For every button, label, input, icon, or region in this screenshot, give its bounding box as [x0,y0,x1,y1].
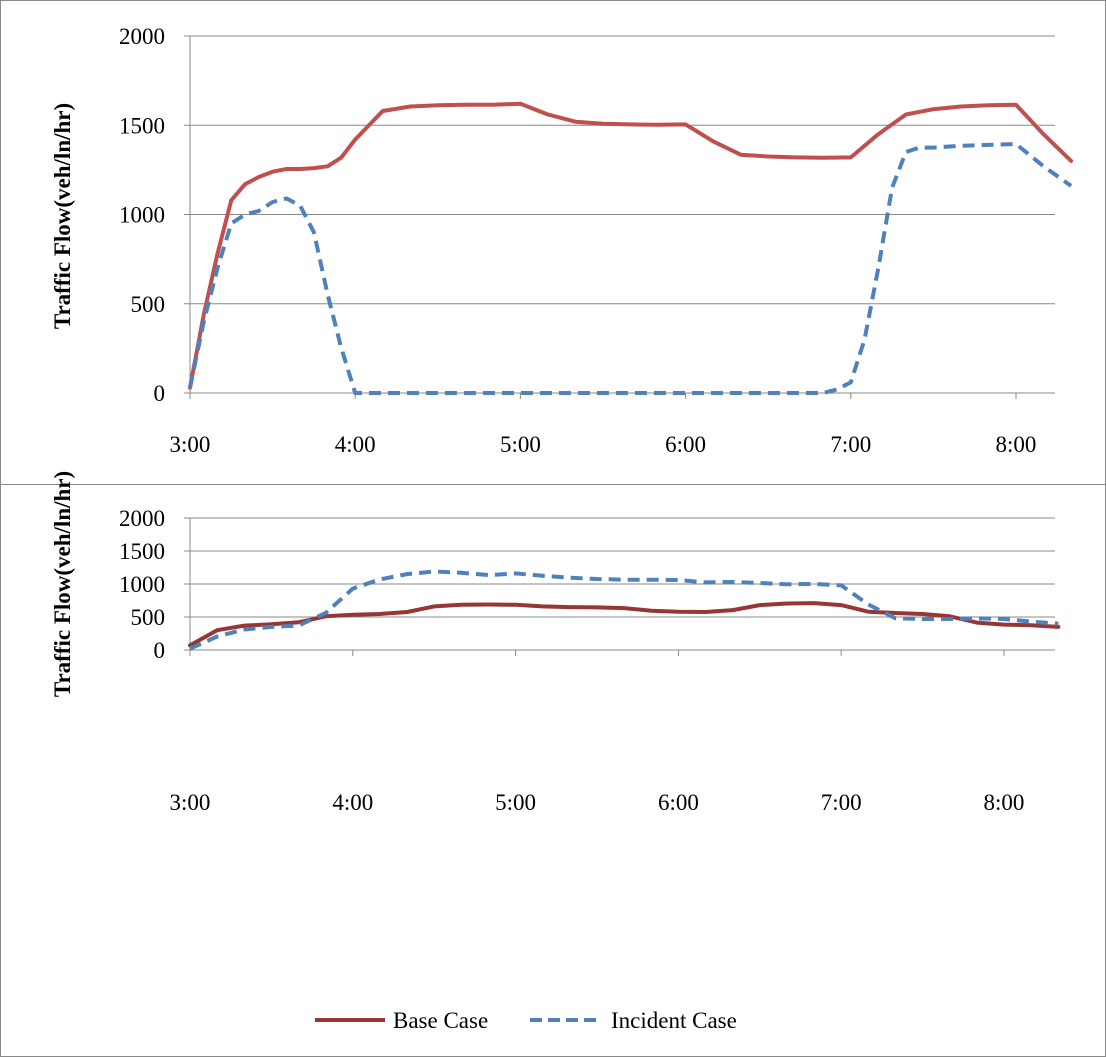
y-tick-label: 0 [154,638,166,663]
bottom-chart-frame [0,484,1106,1057]
series-line-incident-case [188,142,1073,395]
top-chart-y-axis-label: Traffic Flow(veh/ln/hr) [50,103,75,329]
y-tick-label: 2000 [119,24,165,49]
series-line-base-case [188,101,1074,390]
x-tick-label: 3:00 [170,432,211,457]
y-tick-label: 1500 [119,539,165,564]
y-tick-label: 1000 [119,203,165,228]
x-tick-label: 7:00 [830,432,871,457]
x-tick-label: 6:00 [665,432,706,457]
bottom-chart-axes [184,517,1055,656]
top-chart-x-tick-labels: 3:00 4:00 5:00 6:00 7:00 8:00 [170,432,1037,457]
y-tick-label: 1500 [119,113,165,138]
legend: Base Case Incident Case [315,1008,737,1033]
y-tick-label: 500 [131,605,166,630]
x-tick-label: 3:00 [170,790,211,815]
top-chart: 0 500 1000 1500 2000 3:00 4:00 5:00 6:00 7:00 8:0… [50,24,1074,457]
bottom-chart-x-tick-labels: 3:00 4:00 5:00 6:00 7:00 8:00 [170,790,1025,815]
series-line-incident-case [189,569,1059,651]
y-tick-label: 0 [154,381,166,406]
y-tick-label: 500 [131,292,166,317]
x-tick-label: 8:00 [996,432,1037,457]
y-tick-label: 1000 [119,572,165,597]
bottom-chart-y-axis-label: Traffic Flow(veh/ln/hr) [50,471,75,697]
x-tick-label: 6:00 [658,790,699,815]
x-tick-label: 8:00 [984,790,1025,815]
x-tick-label: 4:00 [332,790,373,815]
legend-label-incident-case: Incident Case [611,1008,737,1033]
series-line-base-case [188,601,1061,648]
x-tick-label: 7:00 [821,790,862,815]
bottom-chart-series [188,569,1061,651]
top-chart-series [188,101,1074,395]
x-tick-label: 5:00 [500,432,541,457]
y-tick-label: 2000 [119,506,165,531]
x-tick-label: 5:00 [495,790,536,815]
top-chart-y-tick-labels: 0 500 1000 1500 2000 [119,24,165,406]
bottom-chart: 0 500 1000 1500 2000 3:00 4:00 5:00 6:00 7:00 8:0… [50,471,1061,815]
x-tick-label: 4:00 [335,432,376,457]
top-chart-frame [0,0,1106,485]
legend-label-base-case: Base Case [393,1008,488,1033]
bottom-chart-y-tick-labels: 0 500 1000 1500 2000 [119,506,165,663]
